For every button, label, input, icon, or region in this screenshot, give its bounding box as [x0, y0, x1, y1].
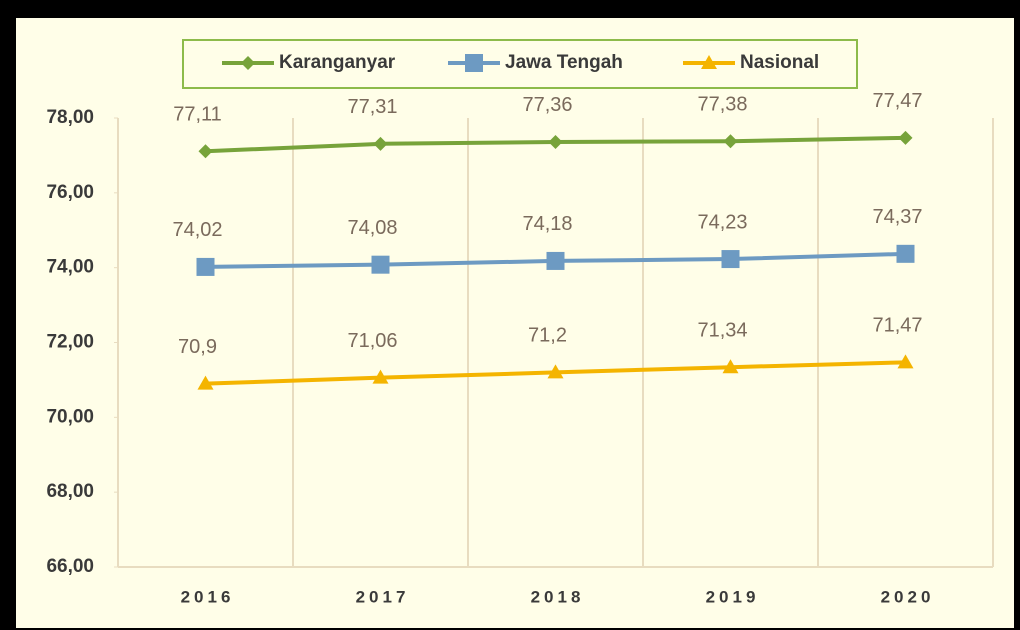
data-label: 77,38 — [697, 93, 747, 115]
data-label: 74,23 — [697, 211, 747, 233]
marker — [723, 134, 738, 149]
legend-box — [182, 39, 858, 89]
marker — [546, 251, 565, 270]
marker — [241, 56, 255, 70]
marker — [547, 364, 564, 379]
marker — [722, 359, 739, 374]
y-tick-label: 66,00 — [46, 556, 94, 577]
data-label: 74,02 — [172, 219, 222, 241]
x-tick-label: 2019 — [706, 587, 760, 606]
marker — [897, 354, 914, 369]
marker — [198, 144, 213, 159]
data-label: 71,47 — [872, 315, 922, 337]
legend-label: Nasional — [740, 52, 819, 73]
chart-background — [16, 18, 1014, 628]
y-tick-label: 70,00 — [46, 406, 94, 427]
legend-label: Karanganyar — [279, 52, 396, 73]
data-label: 71,2 — [528, 325, 567, 347]
marker — [373, 136, 388, 151]
data-label: 77,36 — [522, 94, 572, 116]
data-label: 74,18 — [522, 213, 572, 235]
marker — [896, 244, 915, 263]
data-label: 77,47 — [872, 90, 922, 112]
x-tick-label: 2020 — [881, 587, 935, 606]
marker — [548, 134, 563, 149]
x-tick-label: 2018 — [531, 587, 585, 606]
data-label: 71,06 — [347, 330, 397, 352]
data-label: 74,37 — [872, 206, 922, 228]
x-tick-label: 2017 — [356, 587, 410, 606]
y-tick-label: 72,00 — [46, 332, 94, 353]
marker — [371, 255, 390, 274]
y-tick-label: 74,00 — [46, 257, 94, 278]
marker — [372, 369, 389, 384]
x-tick-label: 2016 — [181, 587, 235, 606]
y-tick-label: 68,00 — [46, 481, 94, 502]
data-label: 71,34 — [697, 319, 747, 341]
marker — [465, 54, 483, 72]
y-tick-label: 78,00 — [46, 107, 94, 128]
marker — [196, 257, 215, 276]
data-label: 77,11 — [173, 104, 222, 126]
legend-label: Jawa Tengah — [505, 52, 623, 73]
marker — [701, 55, 717, 69]
y-tick-label: 76,00 — [46, 182, 94, 203]
data-label: 77,31 — [347, 96, 397, 118]
marker — [898, 130, 913, 145]
data-label: 70,9 — [178, 336, 217, 358]
marker — [721, 250, 740, 269]
data-label: 74,08 — [347, 217, 397, 239]
marker — [197, 375, 214, 390]
